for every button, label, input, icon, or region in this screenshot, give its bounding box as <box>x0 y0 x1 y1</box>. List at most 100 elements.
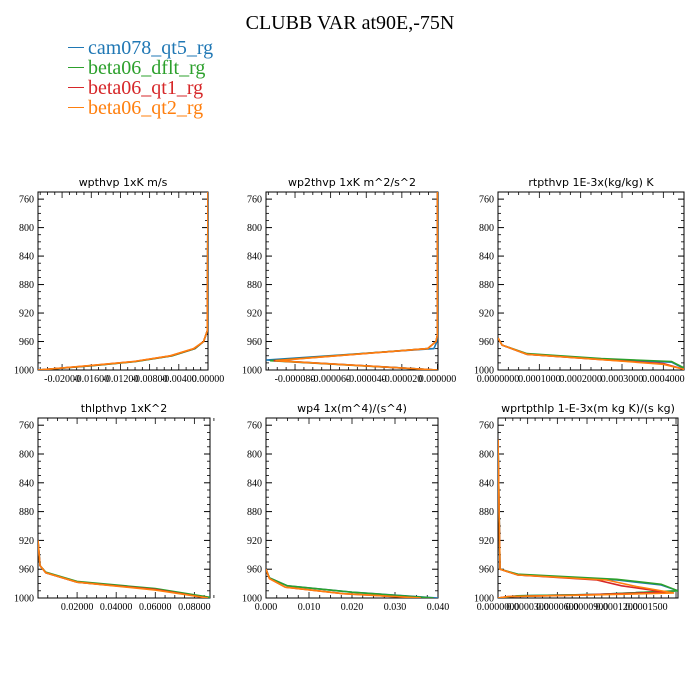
series-line <box>38 192 208 370</box>
series-line <box>275 192 438 370</box>
y-tick-label: 960 <box>19 565 34 576</box>
series-line <box>38 192 208 370</box>
y-tick-label: 1000 <box>242 594 262 605</box>
figure-title: CLUBB VAR at90E,-75N <box>245 12 455 34</box>
panel-title: rtpthvp 1E-3x(kg/kg) K <box>528 176 654 189</box>
y-tick-label: 760 <box>19 421 34 432</box>
x-tick-label: 0.0000000 <box>477 602 520 613</box>
plot-frame <box>497 191 685 371</box>
x-tick-label: 0.040 <box>427 602 450 613</box>
panel-title: thlpthvp 1xK^2 <box>81 402 168 415</box>
x-tick-label: -0.01200 <box>103 374 139 385</box>
y-tick-label: 920 <box>247 309 262 320</box>
x-tick-label: 0.0003000 <box>601 374 644 385</box>
y-tick-label: 880 <box>19 507 34 518</box>
y-tick-label: 920 <box>479 536 494 547</box>
legend-line <box>68 66 84 68</box>
y-tick-label: 880 <box>479 280 494 291</box>
plot-frame <box>497 417 679 599</box>
panel-title: wp2thvp 1xK m^2/s^2 <box>288 176 416 189</box>
plot-frame <box>37 417 211 599</box>
y-tick-label: 960 <box>247 337 262 348</box>
y-tick-label: 760 <box>247 195 262 206</box>
y-tick-label: 960 <box>479 337 494 348</box>
y-tick-label: 1000 <box>242 366 262 377</box>
x-tick-label: 0.04000 <box>100 602 133 613</box>
x-tick-label: -0.01600 <box>73 374 109 385</box>
y-tick-label: 920 <box>19 309 34 320</box>
y-tick-label: 800 <box>247 450 262 461</box>
y-tick-label: 760 <box>247 421 262 432</box>
legend-label: cam078_qt5_rg <box>88 37 214 59</box>
y-tick-label: 960 <box>247 565 262 576</box>
series-line <box>38 540 210 598</box>
y-tick-label: 800 <box>479 223 494 234</box>
chart-panel: rtpthvp 1E-3x(kg/kg) K 760 800 840 880 920 960… <box>474 176 685 385</box>
x-tick-label: -0.000080 <box>275 374 316 385</box>
y-tick-label: 760 <box>19 195 34 206</box>
y-tick-label: 880 <box>247 280 262 291</box>
y-tick-label: 960 <box>479 565 494 576</box>
legend-item: beta06_qt2_rg <box>68 98 213 118</box>
y-tick-label: 1000 <box>474 366 494 377</box>
series-line <box>273 192 438 370</box>
x-tick-label: 0.030 <box>384 602 407 613</box>
y-tick-label: 800 <box>247 223 262 234</box>
x-tick-label: 0.000 <box>255 602 278 613</box>
chart-panel: wp4 1x(m^4)/(s^4)76080084088092096010000… <box>242 402 449 613</box>
legend-line <box>68 46 84 48</box>
x-tick-label: -0.00800 <box>132 374 168 385</box>
legend-label: beta06_qt1_rg <box>88 77 204 99</box>
y-tick-label: 880 <box>19 280 34 291</box>
series-line <box>38 192 208 370</box>
y-tick-label: 840 <box>247 478 262 489</box>
plot-frame <box>37 191 209 371</box>
series-line <box>498 337 684 370</box>
legend-line <box>68 86 84 88</box>
x-tick-label: 0.0001000 <box>518 374 561 385</box>
plot-frame <box>265 191 439 371</box>
x-tick-label: 0.0002000 <box>559 374 602 385</box>
y-tick-label: 840 <box>19 252 34 263</box>
legend-label: beta06_qt2_rg <box>88 97 204 119</box>
y-tick-label: 920 <box>247 536 262 547</box>
panel-title: wp4 1x(m^4)/(s^4) <box>297 402 407 415</box>
series-line <box>266 568 421 598</box>
x-tick-label: 0.0004000 <box>642 374 685 385</box>
y-tick-label: 760 <box>479 421 494 432</box>
series-line <box>38 540 210 598</box>
series-line <box>498 439 678 598</box>
series-line <box>38 540 209 598</box>
series-line <box>38 192 208 370</box>
x-tick-label: 0.06000 <box>139 602 172 613</box>
y-tick-label: 840 <box>479 252 494 263</box>
y-tick-label: 760 <box>479 195 494 206</box>
x-tick-label: 0.000000 <box>419 374 457 385</box>
x-tick-label: 0.0000000 <box>477 374 520 385</box>
y-tick-label: 960 <box>19 337 34 348</box>
legend: cam078_qt5_rg beta06_dflt_rg beta06_qt1_… <box>68 38 213 118</box>
chart-panel: wprtpthlp 1-E-3x(m kg K)/(s kg) 760 800 840… <box>474 402 679 613</box>
y-tick-label: 1000 <box>474 594 494 605</box>
x-tick-label: -0.000060 <box>310 374 351 385</box>
y-tick-label: 800 <box>479 450 494 461</box>
legend-label: beta06_dflt_rg <box>88 57 206 79</box>
x-tick-label: 0.08000 <box>178 602 211 613</box>
x-tick-label: 0.0000600 <box>536 602 579 613</box>
y-tick-label: 800 <box>19 223 34 234</box>
y-tick-label: 1000 <box>14 594 34 605</box>
y-tick-label: 800 <box>19 450 34 461</box>
y-tick-label: 880 <box>247 507 262 518</box>
x-tick-label: 0.010 <box>298 602 321 613</box>
series-line <box>270 192 438 370</box>
x-tick-label: -0.02000 <box>44 374 80 385</box>
panel-title: wprtpthlp 1-E-3x(m kg K)/(s kg) <box>501 402 675 415</box>
series-line <box>498 439 675 598</box>
x-tick-label: 0.00000 <box>192 374 225 385</box>
legend-item: beta06_qt1_rg <box>68 78 213 98</box>
series-line <box>266 192 438 370</box>
chart-panel: wp2thvp 1xK m^2/s^2 760 800 840 880 920 960 100… <box>242 176 456 385</box>
y-tick-label: 880 <box>479 507 494 518</box>
x-tick-label: 0.0001200 <box>595 602 638 613</box>
